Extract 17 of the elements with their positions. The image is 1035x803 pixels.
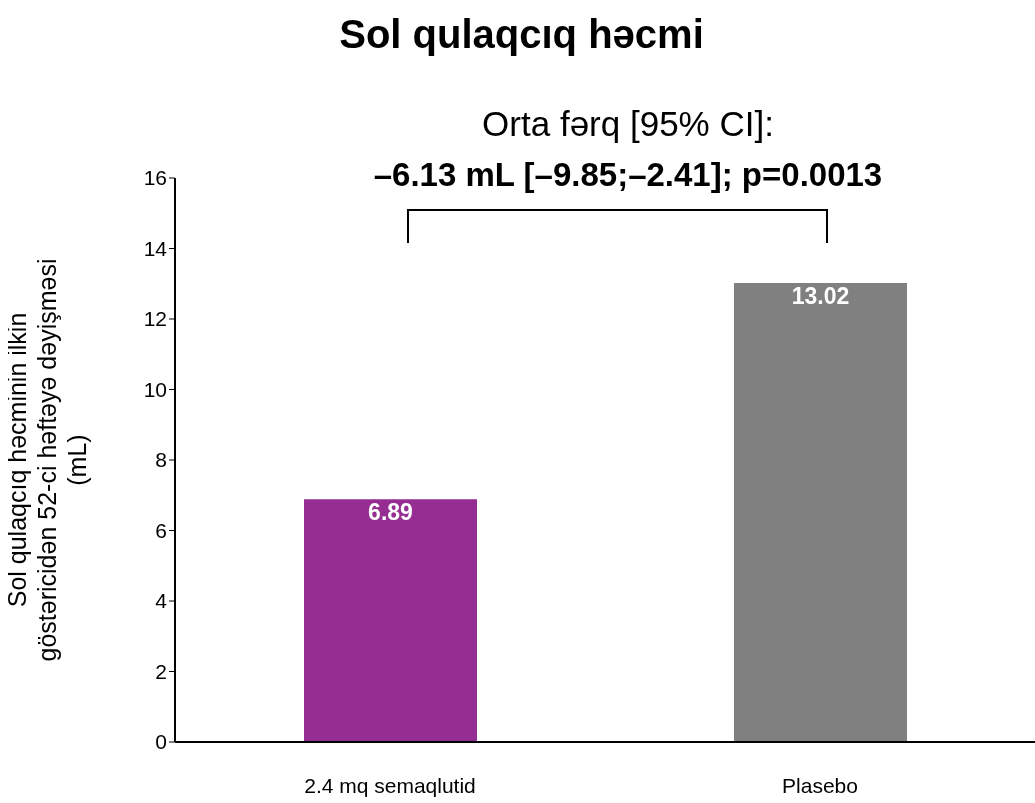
y-tick-label: 2 (155, 659, 167, 683)
y-tick-label: 14 (143, 236, 168, 260)
data-label: 6.89 (368, 499, 413, 526)
annotation: –6.13 mL [–9.85;–2.41]; p=0.0013 (372, 156, 884, 194)
y-tick-label: 0 (155, 730, 167, 754)
y-tick-label: 8 (155, 448, 167, 472)
y-tick-label: 6 (155, 518, 167, 542)
x-tick-label: 2.4 mq semaqlutid (304, 773, 476, 797)
y-tick-label: 16 (143, 166, 167, 190)
chart-title: Sol qulaqcıq həcmi (338, 12, 705, 57)
y-tick-label: 10 (143, 377, 167, 401)
y-tick-label: 4 (155, 589, 168, 613)
text: Orta fərq [95% CI]: (481, 104, 775, 144)
x-tick-label: Plasebo (782, 773, 858, 797)
y-tick-label: 12 (143, 307, 167, 331)
y-axis-title: Sol qulaqcıq həcminin ilkin göstəricidən 52-ci həftəyə dəyişməsi (mL) (3, 258, 91, 662)
data-label: 13.02 (791, 283, 850, 310)
